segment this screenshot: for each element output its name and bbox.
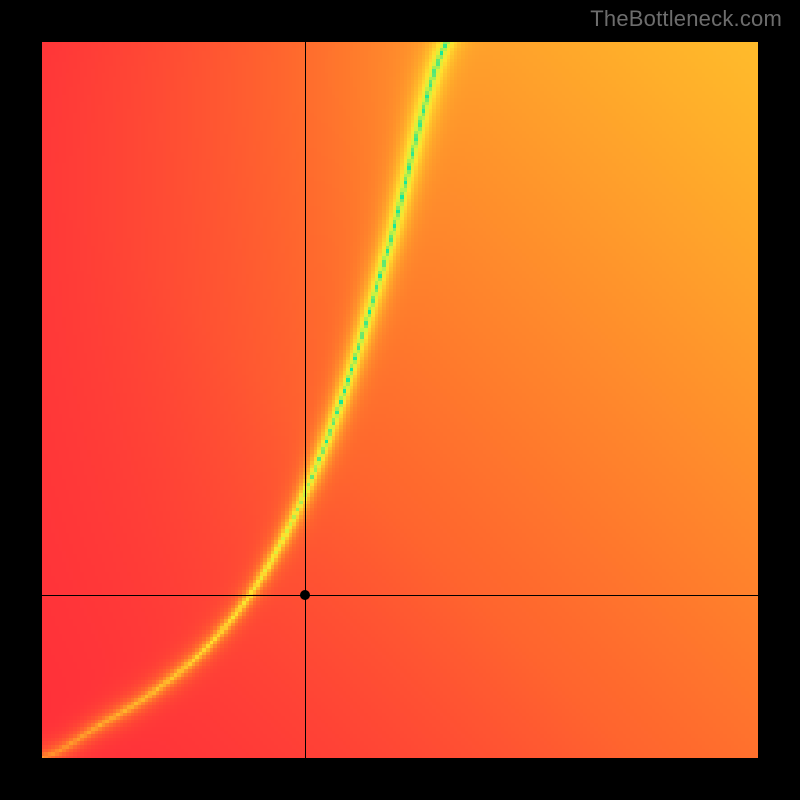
plot-area [42,42,758,758]
figure-container: TheBottleneck.com [0,0,800,800]
watermark-text: TheBottleneck.com [590,6,782,32]
heatmap-canvas [42,42,758,758]
